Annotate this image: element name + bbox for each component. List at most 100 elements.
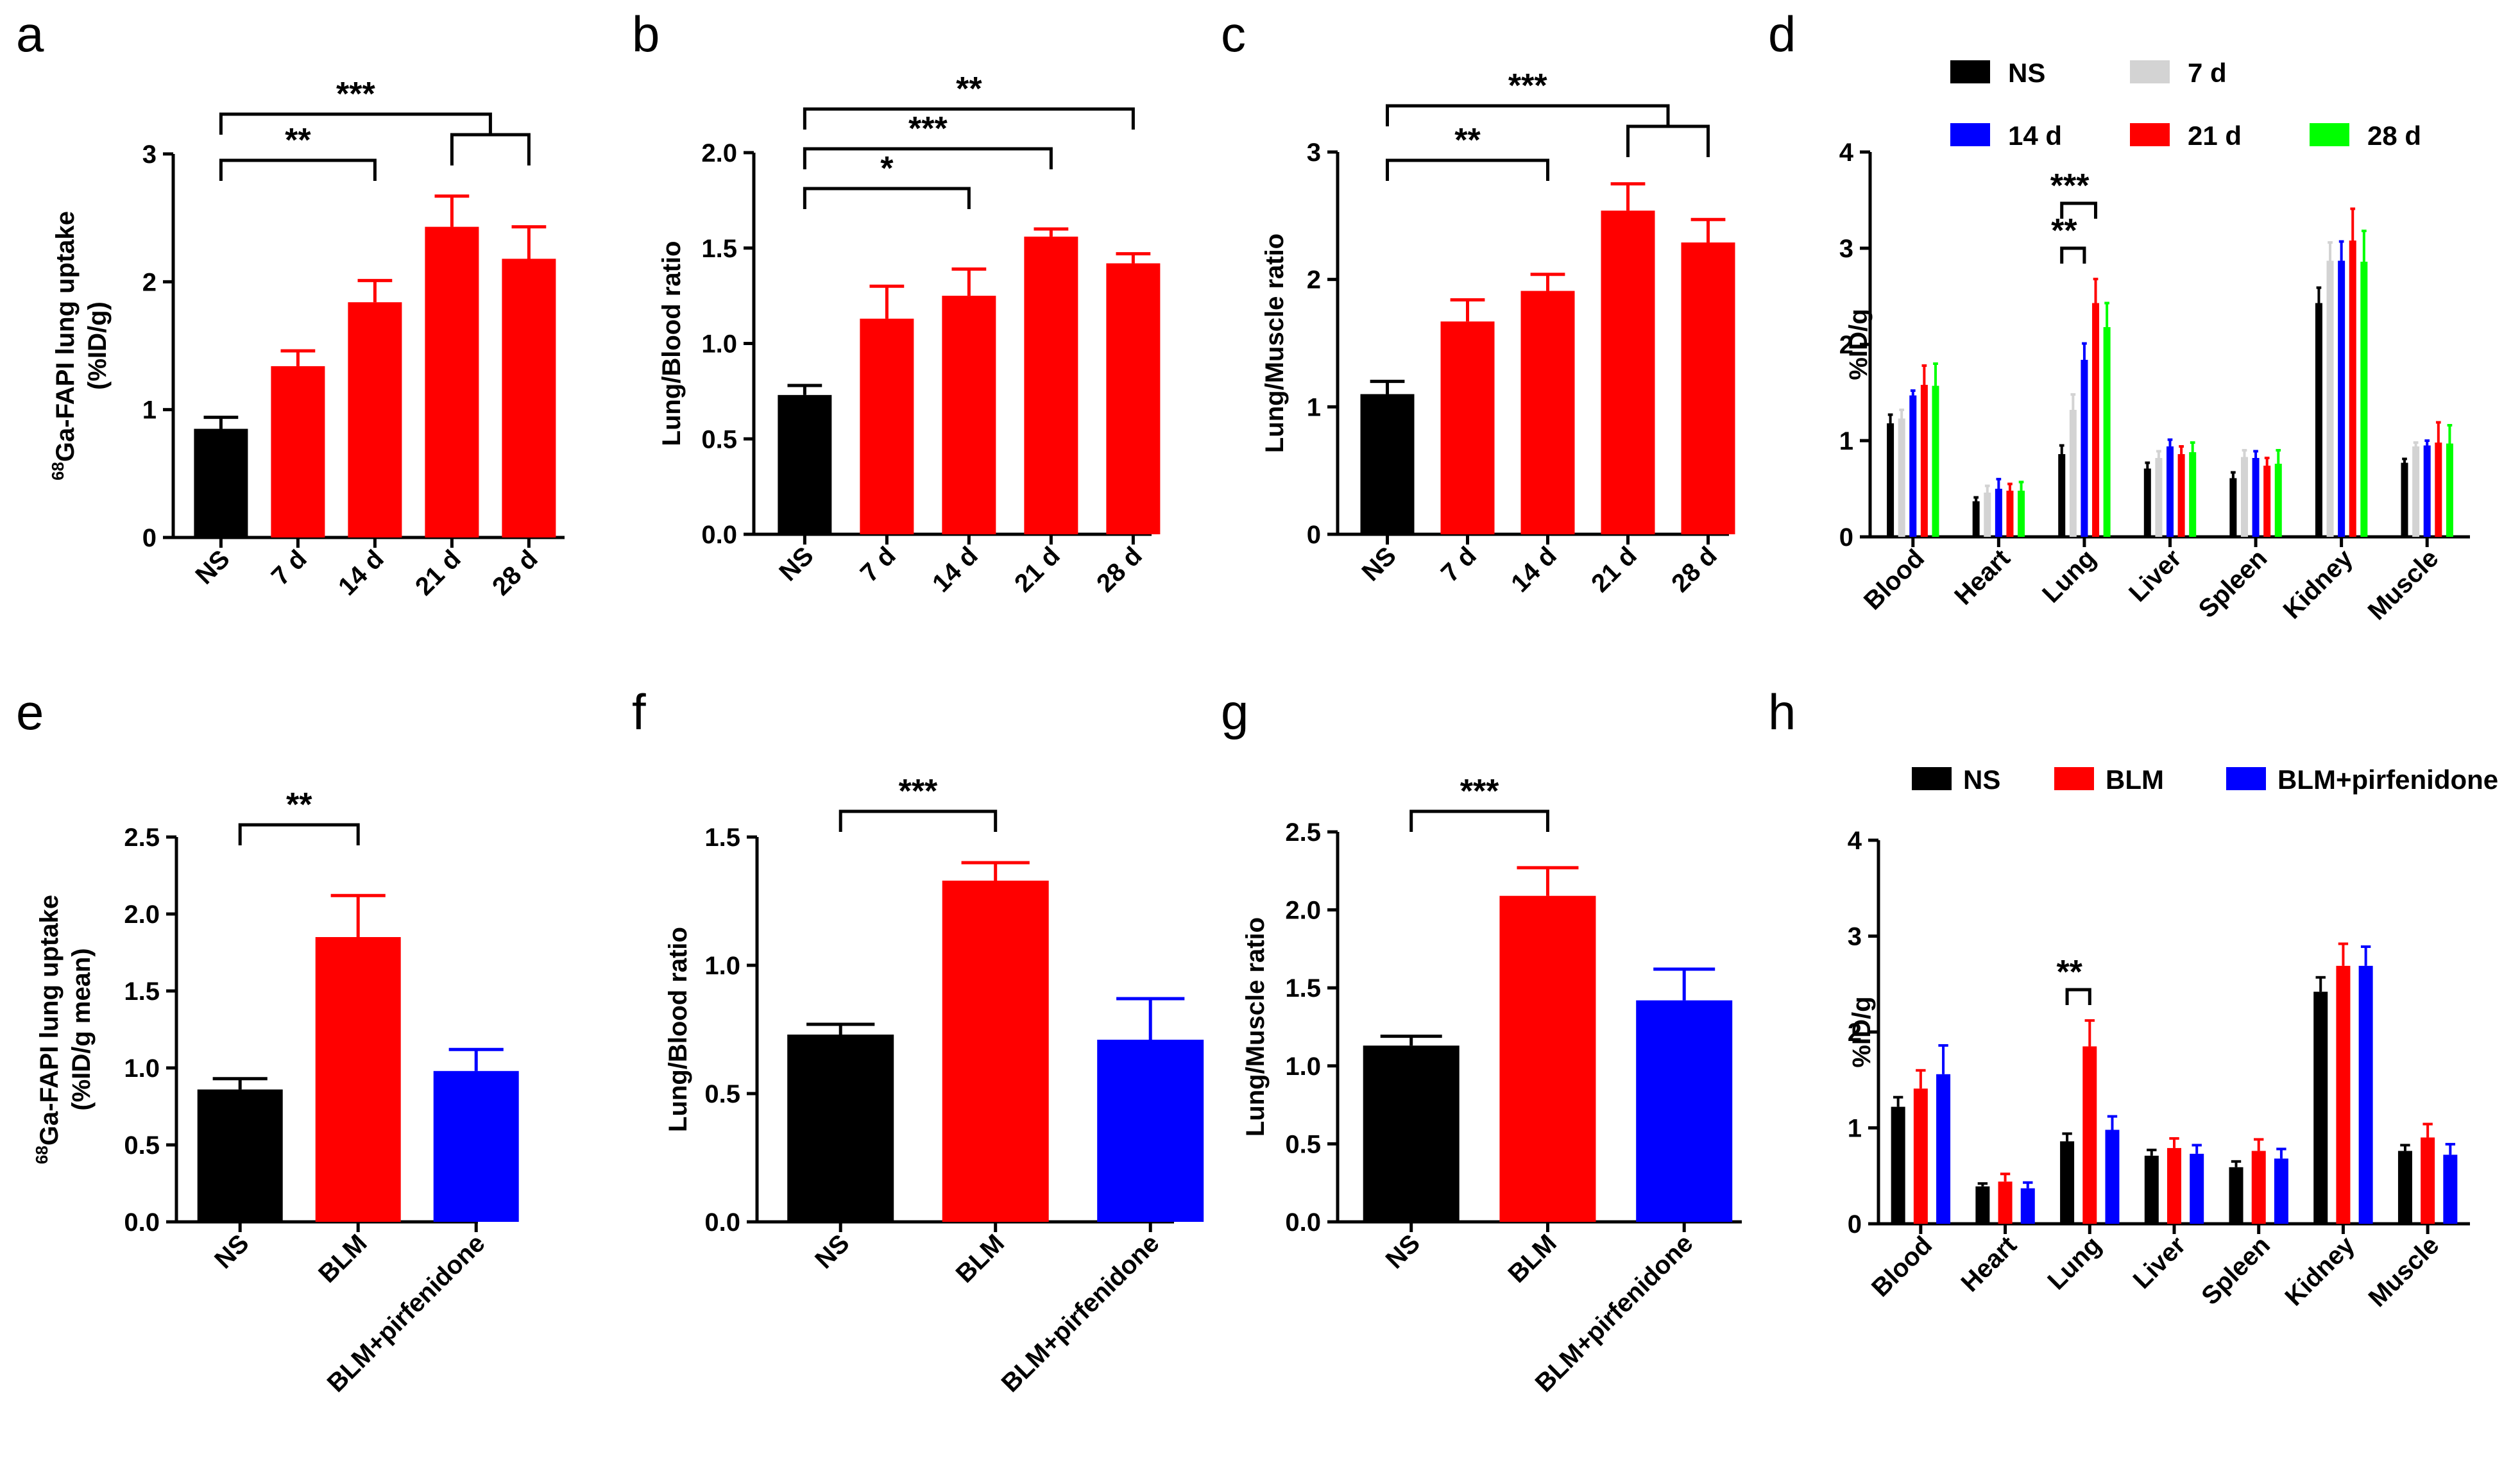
panel-letter-b: b [632, 6, 660, 62]
y-tick-label: 3 [1839, 235, 1853, 263]
y-axis-label: Lung/Muscle ratio [1261, 233, 1289, 453]
legend-swatch-14-d [1950, 123, 1990, 146]
bar-spleen-7-d [2240, 457, 2248, 537]
y-axis-label: 68Ga-FAPI lung uptake (%ID/g mean) [32, 895, 96, 1164]
x-tick-label: Blood [1866, 1231, 1937, 1302]
y-tick-label: 1.0 [1285, 1053, 1321, 1081]
y-tick-label: 2.0 [124, 901, 160, 929]
chart-panel-f: 0.0 0.5 1.0 1.5 Lung/Blood ratio NS BLMBLM+pir… [664, 773, 1204, 1398]
bar-lung-blm-pirfenidone [2105, 1129, 2120, 1224]
panel-letter-h: h [1768, 684, 1796, 740]
x-tick-label: Heart [1949, 544, 2015, 610]
bar-lung-14-d [2081, 360, 2088, 537]
bar-muscle-28-d [2446, 443, 2453, 537]
x-tick-label: NS [1381, 1229, 1426, 1274]
y-axis-label: 68Ga-FAPI lung uptake (%ID/g) [48, 211, 112, 480]
panel-letter-g: g [1221, 684, 1249, 740]
legend-swatch-ns [1912, 767, 1952, 790]
bar-ns [1363, 1045, 1460, 1222]
x-tick-label: 7 d [266, 545, 312, 591]
y-tick-label: 2 [1848, 1019, 1862, 1047]
significance-label: * [880, 150, 894, 187]
x-tick-label: 28 d [487, 545, 543, 601]
bar-7-d [860, 318, 914, 534]
x-tick-label: 14 d [927, 541, 983, 598]
y-tick-label: 4 [1839, 139, 1854, 167]
y-axis-label: Lung/Blood ratio [658, 241, 686, 446]
x-tick-label: 7 d [1436, 541, 1482, 588]
panel-letter-c: c [1221, 6, 1246, 62]
x-tick-label: Spleen [2196, 1231, 2276, 1310]
bar-blood-14-d [1909, 395, 1917, 537]
y-tick-label: 2.5 [1285, 818, 1321, 847]
y-axis-label-line-2: (%ID/g) [83, 301, 112, 390]
bar-spleen-blm [2251, 1151, 2266, 1224]
bar-liver-blm [2167, 1147, 2181, 1224]
y-tick-label: 0.5 [701, 425, 737, 453]
bar-blm [1499, 895, 1596, 1222]
y-tick-label: 3 [1307, 139, 1321, 167]
legend-label: NS [2008, 58, 2045, 88]
legend-swatch-blm [2054, 767, 2094, 790]
legend-label: 14 d [2008, 121, 2062, 151]
significance-label: ** [2051, 212, 2077, 250]
bar-28-d [1681, 242, 1735, 534]
bar-heart-ns [1972, 501, 1980, 537]
bar-spleen-blm-pirfenidone [2274, 1158, 2288, 1224]
chart-panel-a: 0 1 2 3 68Ga-FAPI lung uptake (%ID/g) NS 7 d 14 … [48, 76, 565, 601]
y-tick-label: 1.0 [124, 1054, 160, 1083]
x-tick-label: BLM [313, 1229, 372, 1288]
y-tick-label: 2.0 [701, 139, 737, 167]
bar-ns [778, 394, 832, 534]
x-tick-label: NS [190, 545, 235, 589]
legend-label: NS [1963, 765, 2000, 795]
bar-blm [942, 881, 1049, 1222]
bar-lung-ns [2060, 1141, 2075, 1224]
x-tick-label: BLM [1503, 1229, 1562, 1288]
legend-label: BLM [2106, 765, 2164, 795]
y-axis-label-superscript: 68 [32, 1146, 51, 1164]
bar-14-d [348, 302, 402, 537]
bar-14-d [1520, 291, 1575, 534]
significance-sub-bracket [450, 133, 531, 165]
y-axis-label: %ID/g [1844, 309, 1873, 380]
panel-letter-d: d [1768, 6, 1796, 62]
x-tick-label: Lung [2037, 544, 2101, 608]
y-tick-label: 4 [1848, 827, 1862, 855]
bar-21-d [1024, 236, 1078, 534]
chart-panel-d: 0 1 2 3 4 %ID/g Blood Heart Lung Liver Spleen Kidne… [1839, 58, 2470, 625]
y-axis-label-superscript: 68 [48, 462, 67, 480]
y-tick-label: 0.5 [1285, 1130, 1321, 1158]
bar-spleen-ns [2229, 478, 2237, 537]
bar-7-d [1440, 321, 1495, 534]
legend-label: 21 d [2188, 121, 2242, 151]
y-tick-label: 0.0 [704, 1208, 740, 1237]
bar-lung-blm [2082, 1046, 2097, 1224]
legend-swatch-blm-pirfenidone [2226, 767, 2266, 790]
bar-blood-ns [1887, 423, 1894, 537]
bar-kidney-14-d [2338, 260, 2345, 537]
legend-label: BLM+pirfenidone [2277, 765, 2498, 795]
bar-kidney-ns [2315, 303, 2322, 537]
x-tick-label: 28 d [1091, 541, 1148, 598]
y-tick-label: 2 [1307, 266, 1321, 294]
y-tick-label: 2 [142, 268, 157, 296]
legend: NS 7 d 14 d 21 d 28 d [1950, 58, 2421, 151]
y-axis-label: %ID/g [1848, 996, 1876, 1067]
significance-label: *** [908, 110, 948, 148]
significance-bracket [1409, 809, 1549, 832]
significance-bracket [1386, 158, 1549, 181]
bar-liver-21-d [2177, 454, 2185, 537]
chart-panel-c: 0 1 2 3 Lung/Muscle ratio NS 7 d 14 d 21 d 28 d **… [1261, 67, 1735, 598]
chart-panel-e: 0.0 0.5 1.0 1.5 2.0 2.5 68Ga-FAPI lung uptake(… [32, 786, 519, 1398]
y-tick-label: 0.5 [124, 1131, 160, 1160]
legend-swatch-21-d [2130, 123, 2170, 146]
x-tick-label: Blood [1859, 544, 1930, 615]
bar-muscle-blm [2421, 1137, 2435, 1224]
bar-blood-ns [1891, 1106, 1905, 1224]
x-tick-label: 28 d [1666, 541, 1723, 598]
significance-bracket [238, 823, 360, 845]
bar-heart-ns [1975, 1186, 1990, 1224]
